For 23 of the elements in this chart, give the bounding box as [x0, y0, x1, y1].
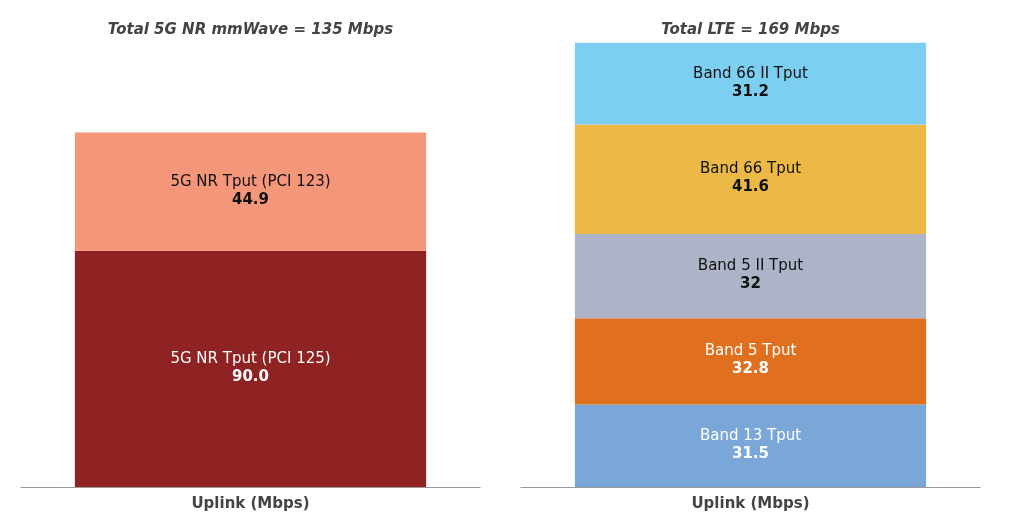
data-label: 32.8 [732, 359, 770, 378]
x-axis-title: Uplink (Mbps) [191, 493, 310, 512]
series-label: Band 66 II Tput [693, 63, 809, 82]
bar [574, 124, 927, 235]
series-label: 5G NR Tput (PCI 123) [170, 171, 331, 190]
series-label: Band 13 Tput [699, 426, 802, 445]
series-label: 5G NR Tput (PCI 125) [170, 349, 331, 368]
chart-title: Total 5G NR mmWave = 135 Mbps [107, 19, 394, 38]
chart-title: Total LTE = 169 Mbps [661, 19, 840, 38]
bar [574, 42, 927, 125]
data-label: 41.6 [732, 177, 770, 196]
series-label: Band 66 Tput [699, 159, 802, 178]
bar [574, 318, 927, 405]
data-label: 31.2 [732, 81, 770, 100]
series-label: Band 5 Tput [704, 341, 797, 360]
data-label: 31.5 [732, 444, 770, 463]
series-label: Band 5 II Tput [697, 256, 804, 275]
data-label: 32 [740, 274, 761, 293]
bar [574, 404, 927, 488]
data-label: 90.0 [232, 367, 270, 386]
bar [574, 234, 927, 319]
x-axis-title: Uplink (Mbps) [691, 493, 810, 512]
data-label: 44.9 [232, 189, 270, 208]
